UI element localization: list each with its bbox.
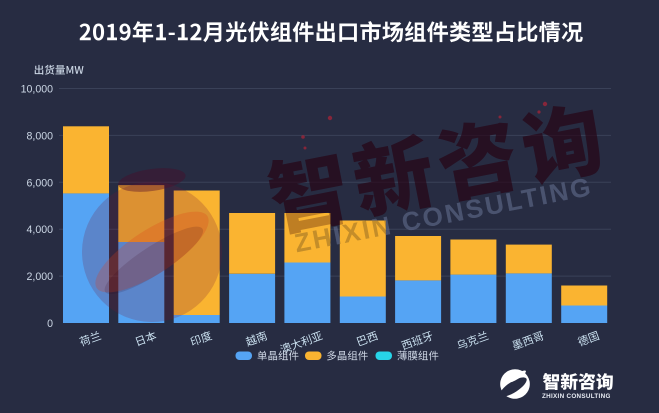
svg-text:8,000: 8,000	[26, 130, 53, 142]
svg-text:10,000: 10,000	[21, 84, 54, 96]
svg-text:6,000: 6,000	[26, 177, 53, 189]
svg-text:4,000: 4,000	[26, 224, 53, 236]
svg-text:ZHIXIN CONSULTING: ZHIXIN CONSULTING	[542, 393, 611, 400]
svg-text:2,000: 2,000	[26, 271, 53, 283]
svg-text:0: 0	[47, 318, 53, 330]
